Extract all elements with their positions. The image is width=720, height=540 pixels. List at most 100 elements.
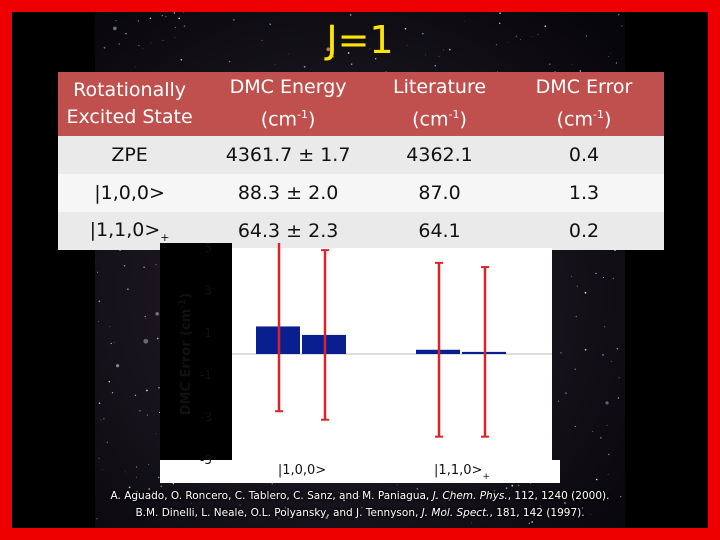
star	[155, 239, 156, 241]
star	[600, 178, 602, 180]
star	[158, 240, 160, 242]
citation-2-ref: , 181, 142 (1997).	[489, 507, 585, 519]
star	[218, 137, 220, 139]
star	[166, 236, 169, 239]
cell-dmc-error: 0.2	[568, 220, 600, 242]
cell-dmc-energy: 64.3 ± 2.3	[237, 220, 339, 242]
star	[391, 162, 394, 165]
star	[416, 488, 419, 490]
star	[584, 291, 587, 294]
y-tick-label: -3	[200, 411, 212, 425]
star	[448, 48, 451, 51]
star	[134, 188, 136, 190]
star	[600, 437, 602, 439]
star	[319, 211, 321, 213]
star	[250, 116, 253, 118]
star	[199, 170, 201, 172]
star	[164, 113, 166, 115]
star	[240, 193, 242, 194]
star	[354, 84, 355, 86]
star	[271, 482, 274, 485]
star	[413, 218, 416, 220]
star	[215, 193, 217, 195]
star	[453, 97, 455, 99]
star	[615, 62, 618, 64]
slide-title: J=1	[326, 18, 394, 62]
star	[424, 141, 426, 143]
star	[97, 271, 99, 273]
star	[587, 209, 588, 210]
star	[262, 78, 264, 80]
star	[124, 142, 126, 145]
star	[189, 10, 191, 13]
star	[216, 163, 218, 165]
star	[98, 196, 100, 198]
star	[358, 495, 360, 498]
star	[437, 124, 442, 128]
star	[518, 78, 520, 81]
star	[531, 36, 533, 38]
star	[343, 238, 345, 240]
star	[103, 104, 106, 106]
header-state-line2: Excited State	[66, 106, 193, 128]
star	[495, 188, 497, 190]
star	[108, 380, 111, 383]
star	[175, 86, 177, 88]
star	[142, 48, 144, 50]
star	[303, 65, 306, 68]
star	[385, 71, 387, 73]
star	[534, 102, 536, 104]
star	[511, 189, 513, 191]
citation-2: B.M. Dinelli, L. Neale, O.L. Polyansky, …	[85, 505, 635, 522]
star	[531, 521, 533, 523]
star	[141, 168, 143, 170]
star	[343, 499, 345, 502]
cell-dmc-error: 0.4	[568, 144, 600, 166]
table-row: |1,0,0> 88.3 ± 2.0 87.0 1.3	[58, 174, 664, 212]
header-dmc-line1: DMC Energy	[229, 76, 347, 99]
star	[574, 368, 576, 370]
star	[302, 198, 305, 200]
star	[159, 212, 162, 214]
star	[182, 10, 185, 13]
star	[425, 54, 427, 56]
star	[595, 272, 597, 274]
star	[191, 502, 193, 504]
star	[595, 478, 598, 481]
star	[478, 175, 480, 177]
star	[115, 20, 117, 22]
star	[121, 201, 124, 203]
cell-literature: 87.0	[418, 182, 461, 204]
header-lit-tail: )	[459, 108, 467, 131]
star	[127, 288, 129, 290]
star	[148, 463, 150, 465]
star	[305, 150, 307, 152]
star	[428, 132, 430, 134]
star	[379, 153, 381, 155]
cell-state: |1,1,0>+	[58, 212, 201, 250]
star	[148, 488, 150, 490]
star	[145, 318, 147, 320]
star	[115, 109, 117, 111]
star	[610, 52, 611, 54]
star	[452, 196, 455, 199]
star	[139, 94, 141, 96]
star	[412, 10, 414, 12]
citation-1-journal: J. Chem. Phys.	[432, 490, 508, 502]
star	[434, 65, 436, 67]
star	[612, 277, 614, 279]
cell-literature: 64.1	[418, 220, 461, 242]
star	[463, 20, 465, 22]
header-err-line2: (cm	[556, 108, 593, 131]
star	[384, 181, 386, 183]
star	[109, 224, 111, 226]
star	[117, 166, 121, 170]
star	[598, 10, 599, 12]
star	[445, 508, 446, 510]
star	[610, 360, 612, 362]
star	[468, 242, 470, 244]
star	[152, 491, 154, 493]
header-lit-sup: -1	[448, 108, 460, 122]
star	[293, 142, 295, 144]
star	[158, 476, 160, 479]
